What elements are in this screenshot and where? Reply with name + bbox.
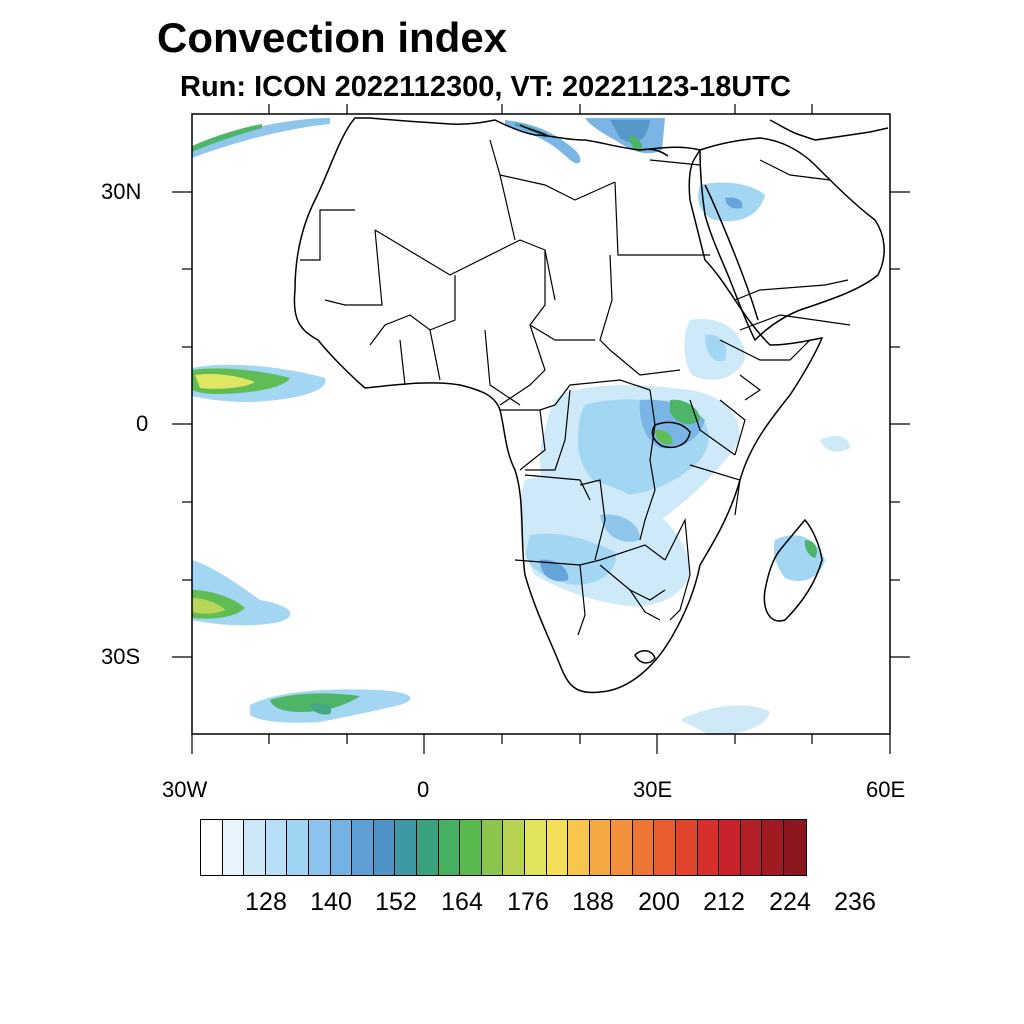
colorbar-swatch	[287, 820, 309, 875]
colorbar-swatch	[201, 820, 223, 875]
colorbar-swatch	[784, 820, 806, 875]
colorbar-swatch	[676, 820, 698, 875]
colorbar-swatch	[719, 820, 741, 875]
map-subtitle: Run: ICON 2022112300, VT: 20221123-18UTC	[180, 71, 791, 103]
x-tick-label-30e: 30E	[633, 777, 673, 802]
colorbar-label: 164	[441, 888, 483, 916]
y-tick-label-30s: 30S	[101, 644, 141, 669]
colorbar-swatch	[654, 820, 677, 875]
colorbar-swatch	[352, 820, 374, 875]
colorbar-swatch	[481, 820, 504, 875]
x-tick-label-60e: 60E	[866, 777, 906, 802]
colorbar-swatch	[762, 820, 785, 875]
colorbar-swatch	[395, 820, 417, 875]
colorbar-swatch	[308, 820, 331, 875]
colorbar-swatch	[697, 820, 720, 875]
colorbar-label: 236	[834, 888, 876, 916]
colorbar-label: 224	[769, 888, 811, 916]
x-tick-label-30w: 30W	[162, 777, 208, 802]
colorbar-swatch	[373, 820, 396, 875]
colorbar-swatch	[740, 820, 763, 875]
country-borders	[300, 139, 851, 636]
colorbar-label: 140	[310, 888, 352, 916]
colorbar-swatch	[438, 820, 461, 875]
colorbar-swatch	[416, 820, 439, 875]
colorbar-swatch	[524, 820, 547, 875]
colorbar-swatch	[460, 820, 482, 875]
y-tick-label-0: 0	[136, 411, 149, 436]
colorbar-label: 176	[507, 888, 549, 916]
map-frame	[191, 113, 891, 735]
convection-field	[192, 118, 850, 735]
x-tick-label-0: 0	[417, 777, 430, 802]
colorbar-swatch	[265, 820, 288, 875]
colorbar-swatch	[546, 820, 569, 875]
colorbar-label: 152	[375, 888, 417, 916]
colorbar-swatch	[632, 820, 655, 875]
colorbar	[200, 819, 807, 876]
colorbar-label: 212	[703, 888, 745, 916]
colorbar-label: 200	[638, 888, 680, 916]
colorbar-label: 128	[245, 888, 287, 916]
y-tick-label-30n: 30N	[101, 179, 142, 204]
colorbar-swatch	[244, 820, 266, 875]
colorbar-label: 188	[572, 888, 614, 916]
colorbar-swatch	[611, 820, 633, 875]
colorbar-swatch	[503, 820, 525, 875]
colorbar-swatch	[222, 820, 245, 875]
colorbar-swatch	[589, 820, 612, 875]
colorbar-swatch	[330, 820, 353, 875]
map-title: Convection index	[157, 14, 508, 61]
colorbar-swatch	[568, 820, 590, 875]
axis-ticks	[172, 104, 910, 754]
